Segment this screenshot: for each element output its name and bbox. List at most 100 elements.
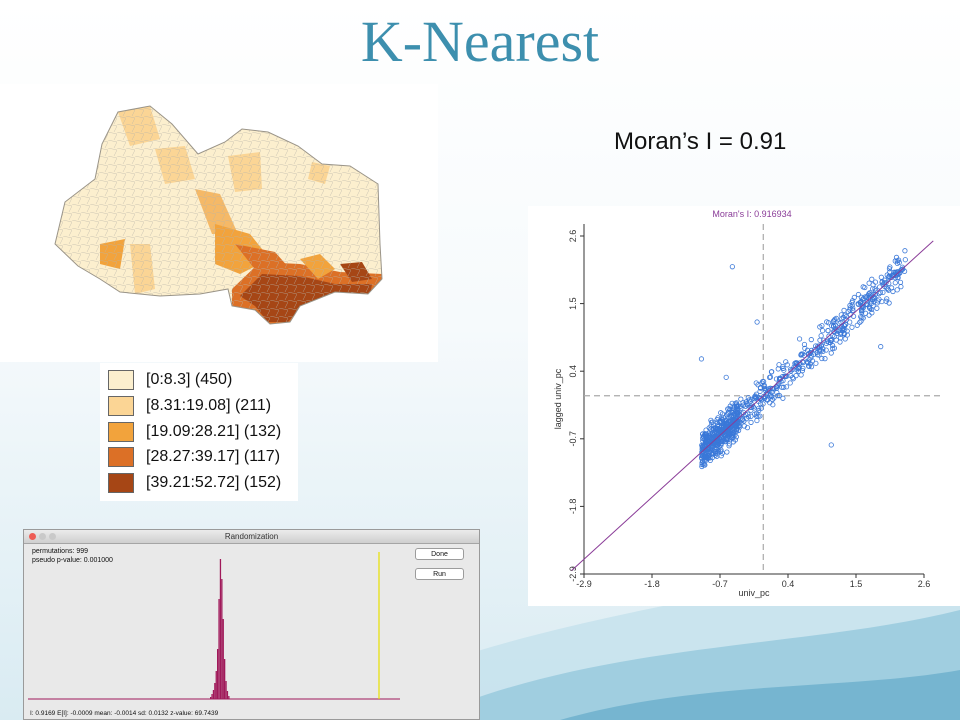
data-point	[757, 401, 764, 407]
data-point	[857, 319, 863, 325]
data-point	[706, 442, 712, 448]
window-titlebar[interactable]: Randomization	[24, 530, 479, 544]
randomization-window[interactable]: Randomization permutations: 999 pseudo p…	[23, 529, 480, 720]
data-point	[892, 280, 898, 286]
data-point	[828, 442, 834, 448]
histogram-bar	[228, 696, 230, 699]
data-point	[902, 248, 908, 254]
data-point	[711, 441, 717, 447]
y-tick-label: 2.6	[568, 230, 578, 243]
data-point	[754, 319, 760, 325]
data-point	[762, 395, 768, 402]
data-point	[825, 328, 831, 334]
data-point	[773, 376, 780, 382]
data-point	[717, 418, 723, 424]
zoom-icon[interactable]	[49, 533, 56, 540]
data-point	[766, 388, 772, 394]
data-point	[713, 427, 719, 433]
x-axis-label: univ_pc	[738, 588, 770, 598]
data-point	[726, 405, 732, 412]
data-point	[879, 298, 885, 305]
data-point	[806, 357, 812, 363]
y-axis-label: lagged univ_pc	[553, 368, 563, 429]
data-point	[847, 302, 853, 309]
data-point	[769, 369, 775, 375]
data-point	[813, 360, 819, 366]
histogram-bar	[211, 694, 213, 699]
data-point	[834, 330, 840, 337]
close-icon[interactable]	[29, 533, 36, 540]
data-point	[892, 269, 899, 275]
data-point	[868, 300, 875, 306]
legend-label: [28.27:39.17] (117)	[146, 448, 281, 465]
data-point	[830, 318, 836, 324]
data-point	[815, 343, 821, 349]
legend-label: [0:8.3] (450)	[146, 371, 233, 388]
scatter-title: Moran's I: 0.916934	[712, 209, 791, 219]
x-tick-label: -1.8	[644, 579, 660, 589]
data-point	[897, 279, 904, 285]
data-point	[748, 413, 754, 419]
data-point	[886, 300, 892, 306]
data-point	[732, 401, 738, 407]
data-point	[808, 364, 815, 370]
data-point	[718, 410, 724, 416]
data-point	[870, 286, 876, 292]
data-point	[840, 328, 846, 334]
permutation-histogram	[28, 552, 400, 700]
data-point	[844, 332, 850, 338]
data-point	[898, 284, 904, 290]
data-point	[823, 340, 830, 347]
data-point	[708, 417, 714, 423]
data-point	[705, 454, 712, 461]
data-point	[820, 328, 826, 334]
data-point	[784, 362, 790, 368]
data-point	[896, 257, 902, 263]
data-point	[878, 274, 884, 280]
data-point	[867, 292, 873, 298]
run-button[interactable]: Run	[415, 568, 464, 580]
minimize-icon[interactable]	[39, 533, 46, 540]
data-point	[734, 417, 740, 423]
data-point	[739, 416, 745, 422]
data-point	[802, 345, 808, 351]
data-point	[757, 385, 764, 391]
histogram-bar	[221, 579, 223, 699]
data-point	[849, 324, 855, 330]
data-point	[854, 322, 860, 328]
histogram-bar	[212, 690, 215, 699]
histogram-bar	[222, 619, 224, 699]
data-point	[795, 368, 802, 374]
data-point	[757, 413, 763, 419]
data-point	[805, 360, 811, 366]
data-point	[757, 388, 763, 395]
y-tick-label: -2.9	[568, 566, 578, 582]
slide-title: K-Nearest	[360, 9, 600, 74]
data-point	[850, 307, 856, 313]
data-point	[788, 368, 794, 374]
data-point	[720, 430, 726, 436]
data-point	[842, 321, 849, 328]
data-point	[718, 438, 724, 444]
data-point	[700, 458, 706, 465]
done-button[interactable]: Done	[415, 548, 464, 560]
data-point	[902, 268, 908, 274]
data-point	[859, 306, 865, 312]
data-point	[788, 373, 794, 379]
moran-scatter-panel: Moran's I: 0.916934 -2.9 -1.8 -0.7 0.4 1.5 2.…	[528, 206, 960, 606]
data-point	[699, 463, 705, 470]
data-point	[741, 418, 747, 424]
data-point	[860, 296, 866, 303]
map-legend: [0:8.3] (450) [8.31:19.08] (211) [19.09:…	[100, 363, 298, 501]
data-point	[781, 384, 787, 390]
data-point	[735, 406, 741, 412]
data-point	[700, 431, 706, 437]
data-point	[783, 373, 789, 379]
scatter-axes	[583, 224, 924, 575]
data-point	[817, 337, 823, 343]
data-point	[714, 451, 720, 457]
data-point	[870, 291, 876, 298]
data-point	[826, 333, 832, 339]
data-point	[850, 305, 856, 311]
data-point	[876, 291, 882, 297]
